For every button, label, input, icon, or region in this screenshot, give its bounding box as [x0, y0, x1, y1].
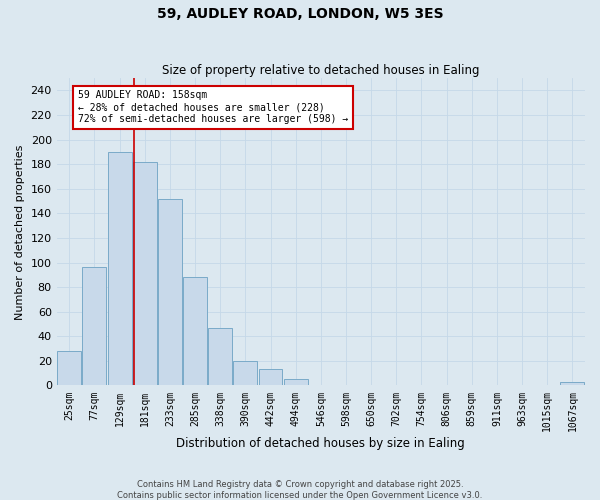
Bar — [233, 361, 257, 386]
Bar — [107, 152, 131, 386]
X-axis label: Distribution of detached houses by size in Ealing: Distribution of detached houses by size … — [176, 437, 465, 450]
Bar — [284, 380, 308, 386]
Bar — [57, 351, 81, 386]
Y-axis label: Number of detached properties: Number of detached properties — [15, 144, 25, 320]
Bar — [259, 370, 283, 386]
Bar — [183, 278, 207, 386]
Bar — [560, 382, 584, 386]
Text: 59, AUDLEY ROAD, LONDON, W5 3ES: 59, AUDLEY ROAD, LONDON, W5 3ES — [157, 8, 443, 22]
Bar — [82, 268, 106, 386]
Text: 59 AUDLEY ROAD: 158sqm
← 28% of detached houses are smaller (228)
72% of semi-de: 59 AUDLEY ROAD: 158sqm ← 28% of detached… — [78, 90, 349, 124]
Bar — [208, 328, 232, 386]
Text: Contains HM Land Registry data © Crown copyright and database right 2025.
Contai: Contains HM Land Registry data © Crown c… — [118, 480, 482, 500]
Bar — [133, 162, 157, 386]
Bar — [158, 198, 182, 386]
Title: Size of property relative to detached houses in Ealing: Size of property relative to detached ho… — [162, 64, 479, 77]
